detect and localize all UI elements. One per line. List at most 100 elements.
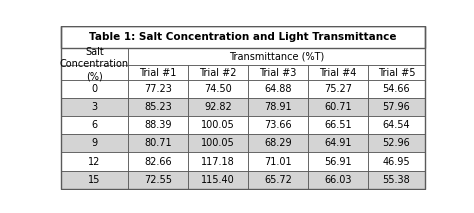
Bar [188, 134, 248, 153]
Bar [308, 65, 368, 80]
Bar [248, 98, 308, 116]
Text: 115.40: 115.40 [201, 175, 235, 185]
Bar [188, 134, 248, 153]
Text: 3: 3 [91, 102, 98, 112]
Text: 9: 9 [91, 138, 98, 148]
Bar [248, 116, 308, 134]
Bar [61, 98, 128, 116]
Bar [368, 65, 425, 80]
Text: 68.29: 68.29 [264, 138, 292, 148]
Bar [188, 153, 248, 171]
Text: 64.91: 64.91 [324, 138, 352, 148]
Bar [368, 80, 425, 98]
Text: 6: 6 [91, 120, 98, 130]
Text: 52.96: 52.96 [383, 138, 410, 148]
Bar [188, 65, 248, 80]
Text: 100.05: 100.05 [201, 138, 235, 148]
Text: 88.39: 88.39 [144, 120, 172, 130]
Bar [61, 134, 128, 153]
Text: Trial #3: Trial #3 [259, 68, 297, 78]
Bar [248, 80, 308, 98]
Bar [188, 80, 248, 98]
Text: 0: 0 [91, 84, 98, 94]
Text: 55.38: 55.38 [383, 175, 410, 185]
Bar [308, 80, 368, 98]
Bar [248, 153, 308, 171]
Text: Table 1: Salt Concentration and Light Transmittance: Table 1: Salt Concentration and Light Tr… [89, 32, 397, 42]
Bar [128, 153, 188, 171]
Bar [128, 171, 188, 189]
Bar [128, 65, 188, 80]
Bar [188, 80, 248, 98]
Text: 72.55: 72.55 [144, 175, 172, 185]
Text: 64.88: 64.88 [264, 84, 292, 94]
Bar [308, 171, 368, 189]
Text: 56.91: 56.91 [324, 157, 352, 167]
Bar [61, 171, 128, 189]
Bar [128, 48, 425, 65]
Bar [248, 134, 308, 153]
Bar [308, 134, 368, 153]
Text: Salt
Concentration
(%): Salt Concentration (%) [60, 47, 129, 82]
Text: 60.71: 60.71 [324, 102, 352, 112]
Bar [368, 116, 425, 134]
Bar [61, 48, 128, 80]
Bar [308, 153, 368, 171]
Bar [61, 80, 128, 98]
Bar [368, 80, 425, 98]
Text: 82.66: 82.66 [144, 157, 172, 167]
Text: 66.03: 66.03 [324, 175, 352, 185]
Text: 117.18: 117.18 [201, 157, 235, 167]
Bar [61, 98, 128, 116]
Bar [368, 153, 425, 171]
Bar [248, 134, 308, 153]
Bar [61, 26, 425, 48]
Bar [248, 98, 308, 116]
Bar [368, 171, 425, 189]
Bar [61, 171, 128, 189]
Bar [61, 134, 128, 153]
Text: Trial #5: Trial #5 [378, 68, 415, 78]
Bar [61, 80, 128, 98]
Bar [248, 116, 308, 134]
Bar [61, 153, 128, 171]
Bar [368, 116, 425, 134]
Bar [368, 98, 425, 116]
Bar [61, 116, 128, 134]
Bar [188, 98, 248, 116]
Bar [188, 98, 248, 116]
Bar [308, 171, 368, 189]
Bar [128, 48, 425, 65]
Bar [308, 116, 368, 134]
Text: 78.91: 78.91 [264, 102, 292, 112]
Bar [188, 65, 248, 80]
Bar [368, 134, 425, 153]
Bar [188, 153, 248, 171]
Bar [248, 80, 308, 98]
Bar [308, 116, 368, 134]
Text: Trial #4: Trial #4 [319, 68, 357, 78]
Bar [308, 153, 368, 171]
Text: 64.54: 64.54 [383, 120, 410, 130]
Text: Transmittance (%T): Transmittance (%T) [229, 52, 324, 62]
Bar [61, 116, 128, 134]
Bar [128, 134, 188, 153]
Bar [368, 134, 425, 153]
Bar [308, 65, 368, 80]
Bar [188, 171, 248, 189]
Text: 66.51: 66.51 [324, 120, 352, 130]
Text: 15: 15 [88, 175, 100, 185]
Bar [128, 116, 188, 134]
Bar [368, 65, 425, 80]
Bar [128, 98, 188, 116]
Bar [128, 80, 188, 98]
Bar [308, 98, 368, 116]
Bar [128, 116, 188, 134]
Text: 100.05: 100.05 [201, 120, 235, 130]
Text: 65.72: 65.72 [264, 175, 292, 185]
Bar [128, 80, 188, 98]
Bar [188, 171, 248, 189]
Bar [248, 65, 308, 80]
Text: 71.01: 71.01 [264, 157, 292, 167]
Bar [248, 171, 308, 189]
